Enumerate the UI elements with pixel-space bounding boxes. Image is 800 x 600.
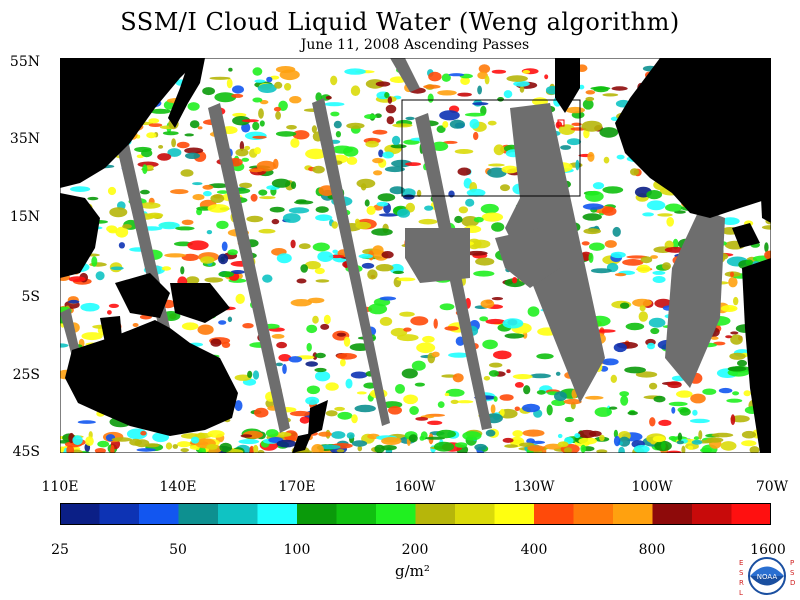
- noaa-logo: NOAA E S R L P S D: [739, 557, 795, 597]
- colorbar-swatch: [652, 503, 693, 525]
- lat-label-5s: 5S: [21, 289, 41, 305]
- colorbar-swatch: [139, 503, 179, 525]
- colorbar-tick-25: 25: [51, 542, 69, 558]
- map-subtitle: June 11, 2008 Ascending Passes: [300, 37, 530, 53]
- colorbar-tick-50: 50: [169, 542, 187, 558]
- lon-label-110e: 110E: [41, 479, 79, 495]
- lon-label-130w: 130W: [513, 479, 555, 495]
- colorbar: [60, 503, 771, 525]
- colorbar-swatch: [455, 503, 495, 525]
- colorbar-tick-800: 800: [638, 542, 666, 558]
- colorbar-tick-200: 200: [401, 542, 429, 558]
- colorbar-swatch: [613, 503, 653, 525]
- lon-label-170e: 170E: [278, 479, 316, 495]
- svg-text:D: D: [790, 579, 795, 587]
- colorbar-swatch: [257, 503, 298, 525]
- land-masses: [60, 58, 771, 453]
- missing-swath-gaps: [60, 58, 725, 433]
- colorbar-swatch: [297, 503, 337, 525]
- svg-text:S: S: [739, 569, 744, 577]
- colorbar-swatch: [573, 503, 614, 525]
- colorbar-swatch: [218, 503, 258, 525]
- colorbar-swatch: [534, 503, 574, 525]
- svg-text:L: L: [739, 589, 743, 597]
- lat-label-35n: 35N: [9, 131, 40, 147]
- colorbar-tick-1600: 1600: [750, 542, 786, 558]
- colorbar-swatch: [60, 503, 100, 525]
- svg-text:P: P: [790, 559, 794, 567]
- svg-text:S: S: [790, 569, 795, 577]
- lon-label-140e: 140E: [159, 479, 197, 495]
- svg-text:R: R: [739, 579, 744, 587]
- cloud-water-map: [60, 58, 771, 453]
- colorbar-swatch: [731, 503, 771, 525]
- lat-label-45s: 45S: [12, 444, 40, 460]
- colorbar-swatch: [99, 503, 140, 525]
- colorbar-swatch: [692, 503, 732, 525]
- colorbar-swatch: [178, 503, 219, 525]
- lon-label-70w: 70W: [755, 479, 789, 495]
- colorbar-swatch: [336, 503, 377, 525]
- lat-label-15n: 15N: [9, 209, 40, 225]
- lat-label-25s: 25S: [12, 367, 40, 383]
- lat-label-55n: 55N: [9, 54, 40, 70]
- unit-label: g/m²: [395, 562, 430, 580]
- lon-label-160w: 160W: [394, 479, 436, 495]
- region-marker: [557, 119, 565, 127]
- colorbar-swatch: [494, 503, 535, 525]
- colorbar-swatch: [415, 503, 456, 525]
- map-title: SSM/I Cloud Liquid Water (Weng algorithm…: [120, 8, 680, 36]
- lon-label-100w: 100W: [631, 479, 673, 495]
- svg-text:E: E: [739, 559, 743, 567]
- colorbar-swatch: [376, 503, 416, 525]
- svg-text:NOAA: NOAA: [757, 573, 778, 581]
- colorbar-tick-100: 100: [283, 542, 311, 558]
- region-box: [401, 99, 581, 197]
- colorbar-tick-400: 400: [520, 542, 548, 558]
